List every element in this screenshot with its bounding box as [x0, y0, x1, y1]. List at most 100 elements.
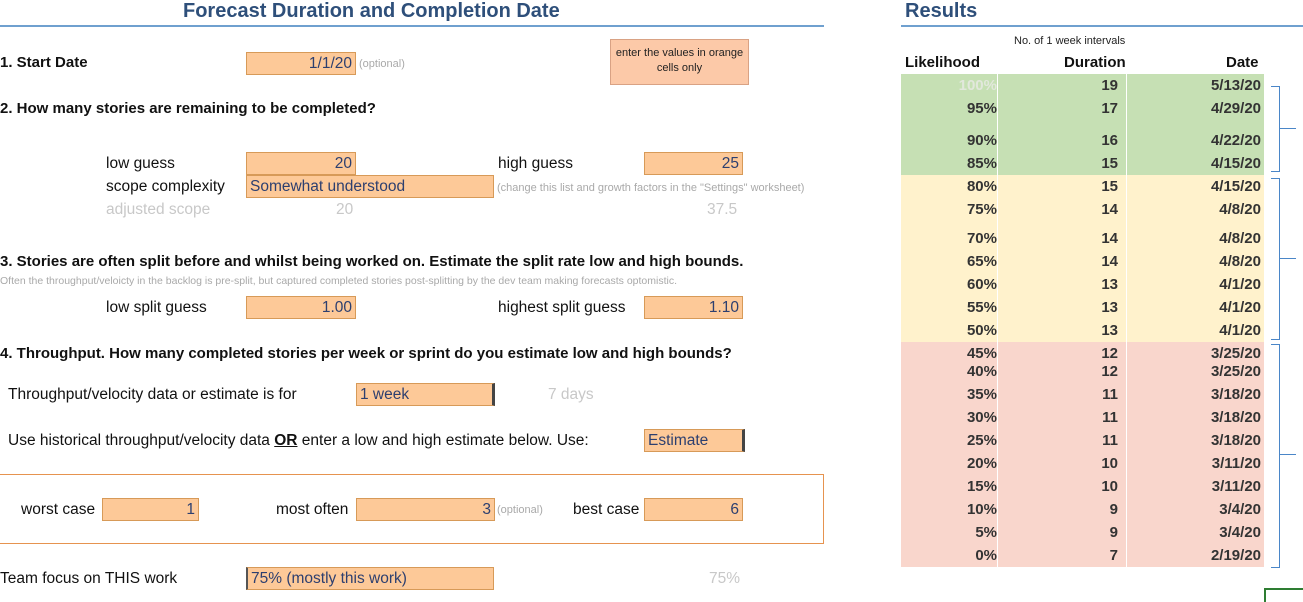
- column-divider: [1126, 198, 1127, 227]
- interval-note: No. of 1 week intervals: [1014, 35, 1126, 47]
- worst-case-input[interactable]: 1: [102, 498, 199, 521]
- duration-cell: 15: [1101, 178, 1118, 195]
- table-row: 65% 14 4/8/20: [901, 250, 1264, 273]
- likelihood-cell: 65%: [966, 253, 997, 270]
- column-divider: [1126, 319, 1127, 342]
- likelihood-cell: 90%: [966, 132, 997, 149]
- duration-cell: 14: [1101, 230, 1118, 247]
- best-case-input[interactable]: 6: [644, 498, 743, 521]
- date-cell: 4/22/20: [1210, 132, 1261, 149]
- team-focus-pct: 75%: [709, 570, 741, 587]
- column-divider: [997, 475, 998, 498]
- low-guess-input[interactable]: 20: [246, 152, 356, 175]
- team-focus-select[interactable]: 75% (mostly this work): [246, 567, 494, 590]
- high-split-input[interactable]: 1.10: [644, 296, 743, 319]
- duration-cell: 12: [1101, 345, 1118, 362]
- likelihood-cell: 5%: [975, 524, 997, 541]
- column-divider: [997, 406, 998, 429]
- table-row: 15% 10 3/11/20: [901, 475, 1264, 498]
- worst-case-label: worst case: [21, 501, 96, 518]
- low-guess-label: low guess: [106, 155, 175, 172]
- source-select[interactable]: Estimate: [644, 429, 745, 452]
- column-divider: [1126, 129, 1127, 152]
- column-divider: [1126, 475, 1127, 498]
- start-date-input[interactable]: 1/1/20: [246, 52, 356, 75]
- duration-cell: 14: [1101, 201, 1118, 218]
- date-cell: 3/25/20: [1210, 345, 1261, 362]
- q3-subtext: Often the throughput/veloicty in the bac…: [0, 275, 678, 287]
- duration-cell: 16: [1101, 132, 1118, 149]
- likelihood-cell: 75%: [966, 201, 997, 218]
- table-row: 80% 15 4/15/20: [901, 175, 1264, 198]
- duration-cell: 17: [1101, 100, 1118, 117]
- date-cell: 3/25/20: [1210, 363, 1261, 380]
- date-cell: 4/1/20: [1219, 276, 1261, 293]
- column-divider: [1126, 97, 1127, 129]
- high-guess-input[interactable]: 25: [644, 152, 743, 175]
- scope-complexity-select[interactable]: Somewhat understood: [246, 175, 494, 198]
- adjusted-scope-label: adjusted scope: [106, 201, 211, 218]
- date-cell: 4/29/20: [1210, 100, 1261, 117]
- title-underline: [0, 25, 824, 27]
- likelihood-cell: 25%: [966, 432, 997, 449]
- column-divider: [1126, 406, 1127, 429]
- column-divider: [997, 521, 998, 544]
- scope-complexity-hint: (change this list and growth factors in …: [497, 182, 805, 194]
- likelihood-cell: 20%: [966, 455, 997, 472]
- column-divider: [997, 319, 998, 342]
- start-date-hint: (optional): [359, 58, 405, 70]
- likelihood-cell: 95%: [966, 100, 997, 117]
- date-cell: 3/18/20: [1210, 386, 1261, 403]
- duration-cell: 19: [1101, 77, 1118, 94]
- most-often-input[interactable]: 3: [356, 498, 495, 521]
- period-select[interactable]: 1 week: [356, 383, 495, 406]
- column-divider: [997, 152, 998, 175]
- bracket-red: [1271, 344, 1280, 568]
- column-divider: [997, 198, 998, 227]
- date-cell: 3/18/20: [1210, 432, 1261, 449]
- table-row: 5% 9 3/4/20: [901, 521, 1264, 544]
- duration-cell: 13: [1101, 322, 1118, 339]
- likelihood-cell: 70%: [966, 230, 997, 247]
- column-divider: [997, 129, 998, 152]
- bracket-yellow: [1271, 178, 1280, 340]
- column-divider: [997, 250, 998, 273]
- duration-cell: 13: [1101, 299, 1118, 316]
- table-row: 0% 7 2/19/20: [901, 544, 1264, 567]
- column-divider: [1126, 152, 1127, 175]
- date-cell: 3/11/20: [1211, 455, 1261, 472]
- duration-cell: 11: [1102, 409, 1118, 426]
- high-guess-label: high guess: [498, 155, 573, 172]
- bracket-green: [1271, 86, 1280, 172]
- duration-cell: 9: [1109, 524, 1118, 541]
- column-divider: [1126, 250, 1127, 273]
- duration-cell: 9: [1109, 501, 1118, 518]
- duration-cell: 11: [1102, 432, 1118, 449]
- date-cell: 3/4/20: [1219, 524, 1261, 541]
- column-divider: [997, 544, 998, 567]
- likelihood-cell: 30%: [966, 409, 997, 426]
- date-cell: 4/8/20: [1219, 201, 1261, 218]
- instruction-note: enter the values in orange cells only: [610, 39, 749, 85]
- q2-label: 2. How many stories are remaining to be …: [0, 100, 376, 117]
- table-row: 70% 14 4/8/20: [901, 227, 1264, 250]
- q4-label: 4. Throughput. How many completed storie…: [0, 345, 732, 362]
- low-split-label: low split guess: [106, 299, 207, 316]
- date-cell: 5/13/20: [1210, 77, 1261, 94]
- duration-cell: 13: [1101, 276, 1118, 293]
- column-divider: [1126, 544, 1127, 567]
- duration-cell: 10: [1101, 478, 1118, 495]
- likelihood-cell: 55%: [966, 299, 997, 316]
- best-case-label: best case: [573, 501, 640, 518]
- column-divider: [1126, 342, 1127, 360]
- date-cell: 4/1/20: [1219, 299, 1261, 316]
- column-divider: [1126, 383, 1127, 406]
- low-split-input[interactable]: 1.00: [246, 296, 356, 319]
- table-row: 25% 11 3/18/20: [901, 429, 1264, 452]
- likelihood-cell: 50%: [966, 322, 997, 339]
- table-row: 85% 15 4/15/20: [901, 152, 1264, 175]
- results-underline: [901, 25, 1303, 27]
- q1-label: 1. Start Date: [0, 54, 88, 71]
- q3-label: 3. Stories are often split before and wh…: [0, 253, 744, 270]
- date-cell: 4/8/20: [1219, 230, 1261, 247]
